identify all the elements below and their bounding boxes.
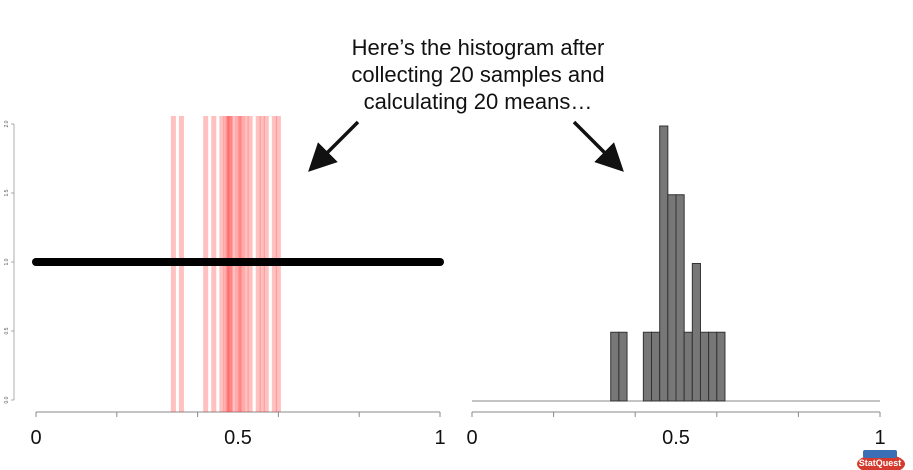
right-arrow (572, 120, 624, 172)
histogram-bar (699, 331, 710, 402)
left-plot-uniform-with-means: 0.0 0.5 1.0 1.5 2.0 0 0.5 1 (4, 116, 446, 449)
annotation-line-1: Here’s the histogram after (351, 35, 605, 60)
histogram-bar (618, 331, 628, 402)
right-x-tick-label: 0.5 (662, 427, 690, 449)
annotation-arrows (308, 120, 624, 172)
annotation-text: Here’s the histogram after collecting 20… (300, 34, 656, 115)
histogram-bar (683, 331, 693, 402)
svg-text:StatQuest: StatQuest (859, 458, 902, 468)
left-arrow (308, 120, 360, 172)
left-x-tick-label: 1 (434, 427, 445, 449)
histogram-bar (675, 194, 685, 402)
statquest-logo: StatQuest (855, 446, 907, 470)
histogram-bar (708, 331, 718, 402)
left-x-tick-label: 0.5 (224, 427, 252, 449)
histogram-bar (659, 125, 669, 402)
right-x-tick-label: 0 (466, 427, 477, 449)
left-y-tick-label: 1.0 (4, 258, 10, 265)
histogram-bar (642, 331, 653, 402)
annotation-line-3: calculating 20 means… (363, 89, 593, 114)
left-y-tick-label: 1.5 (4, 189, 10, 196)
histogram-bar (691, 263, 701, 402)
histogram-bar (610, 331, 620, 402)
histogram-bar (667, 194, 677, 402)
histogram-bar (716, 331, 726, 402)
right-x-tick-label: 1 (874, 427, 885, 449)
statquest-logo-graphic: StatQuest (857, 450, 905, 470)
left-y-tick-label: 2.0 (4, 120, 10, 127)
histogram-bar (651, 331, 661, 402)
right-plot-histogram-of-means: 0 0.5 1 (466, 125, 886, 449)
left-y-tick-label: 0.5 (4, 327, 10, 334)
left-y-tick-label: 0.0 (4, 396, 10, 403)
annotation-line-2: collecting 20 samples and (351, 62, 605, 87)
left-x-tick-label: 0 (30, 427, 41, 449)
